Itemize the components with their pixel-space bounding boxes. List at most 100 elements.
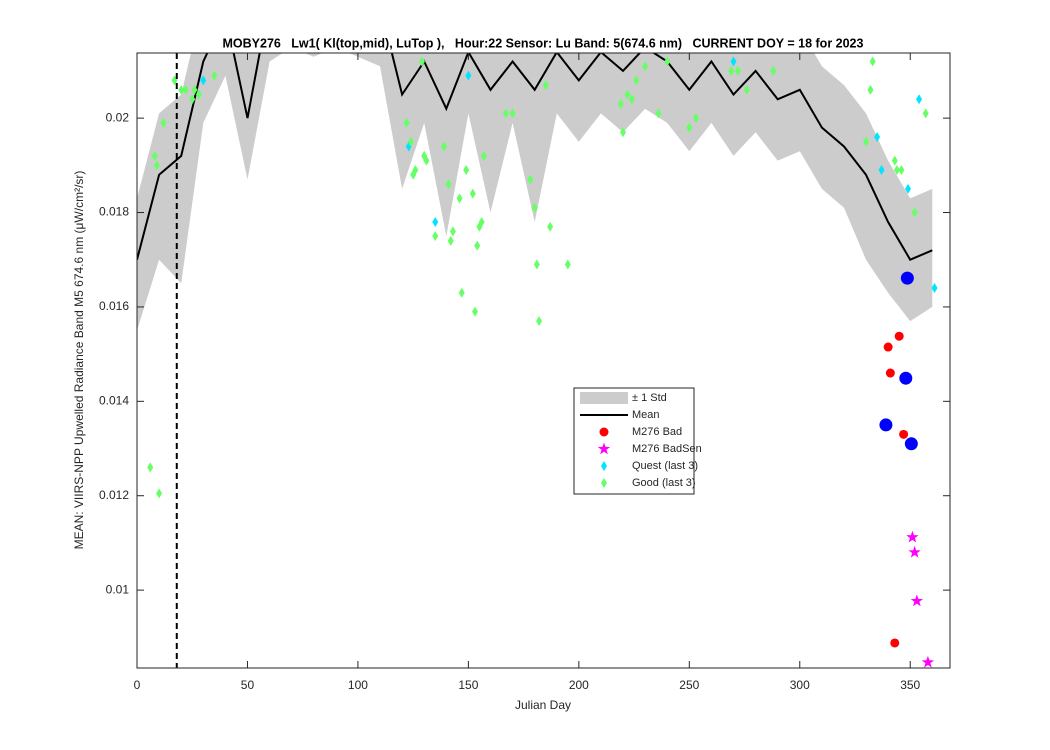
marker [891,155,898,166]
y-tick-label: 0.012 [99,488,129,502]
marker [878,165,885,176]
marker [893,165,900,176]
plot-layer [137,53,938,668]
marker [153,160,160,171]
marker [509,108,516,119]
marker [686,122,693,133]
marker [869,56,876,67]
legend-label: Good (last 3) [632,477,696,489]
marker [432,216,439,227]
x-tick-label: 100 [348,678,368,692]
marker [906,530,919,543]
marker [211,70,218,81]
x-tick-label: 350 [900,678,920,692]
marker [195,89,202,100]
x-tick-label: 150 [458,678,478,692]
marker [465,70,472,81]
marker [463,165,470,176]
marker [890,638,900,648]
x-tick-label: 300 [790,678,810,692]
legend: ± 1 Std Mean M276 Bad M276 BadSen Quest (las… [573,387,702,495]
marker [178,84,185,95]
marker [922,108,929,119]
marker [536,316,543,327]
marker [664,56,671,67]
marker [445,179,452,190]
marker [478,216,485,227]
x-tick-label: 0 [134,678,141,692]
marker [601,478,607,488]
marker [910,594,924,607]
y-tick-label: 0.018 [99,205,129,219]
x-axis-label: Julian Day [515,698,571,712]
marker [418,56,425,67]
marker [899,429,909,439]
marker [899,371,913,385]
chart-title: MOBY276 Lw1( Kl(top,mid), LuTop ), Hour:… [223,36,864,50]
marker [633,75,640,86]
marker [458,287,465,298]
legend-label: M276 Bad [632,426,682,438]
marker [502,108,509,119]
marker [531,202,538,213]
legend-swatch [580,392,628,404]
marker [480,150,487,161]
marker [620,127,627,138]
marker [628,94,635,105]
marker [911,207,918,218]
x-tick-label: 250 [679,678,699,692]
marker [407,136,414,147]
marker [447,235,454,246]
marker [642,61,649,72]
marker [564,259,571,270]
marker [533,259,540,270]
marker [156,488,163,499]
marker [730,56,737,67]
marker [908,545,921,558]
marker [743,84,750,95]
marker [449,226,456,237]
marker [900,271,914,285]
marker [863,136,870,147]
marker [916,94,923,105]
marker [931,283,938,294]
axes-layer: 0 50 100 150 200 250 300 350 0.01 0.012 0.014 0.016… [99,52,951,692]
axes-box [136,52,951,669]
marker [599,427,609,437]
x-tick-label: 50 [241,678,255,692]
mean-line [137,53,933,261]
marker [474,240,481,251]
marker [921,655,935,668]
marker [728,65,735,76]
marker [527,174,534,185]
marker [160,117,167,128]
marker [597,442,611,455]
marker [191,84,198,95]
marker [734,65,741,76]
marker [867,84,874,95]
marker [601,461,607,471]
marker [692,113,699,124]
x-tick-label: 200 [569,678,589,692]
marker [432,231,439,242]
marker [885,368,895,378]
marker [200,75,207,86]
legend-label: Quest (last 3) [632,460,698,472]
marker [905,183,912,194]
marker [904,437,918,451]
marker [617,98,624,109]
marker [542,80,549,91]
marker [472,306,479,317]
marker [883,342,893,352]
marker [894,331,904,341]
marker [469,188,476,199]
std-band [137,53,933,331]
marker [412,165,419,176]
marker [182,84,189,95]
y-tick-label: 0.016 [99,299,129,313]
marker [770,65,777,76]
marker [547,221,554,232]
y-tick-label: 0.01 [106,582,130,596]
marker [151,150,158,161]
